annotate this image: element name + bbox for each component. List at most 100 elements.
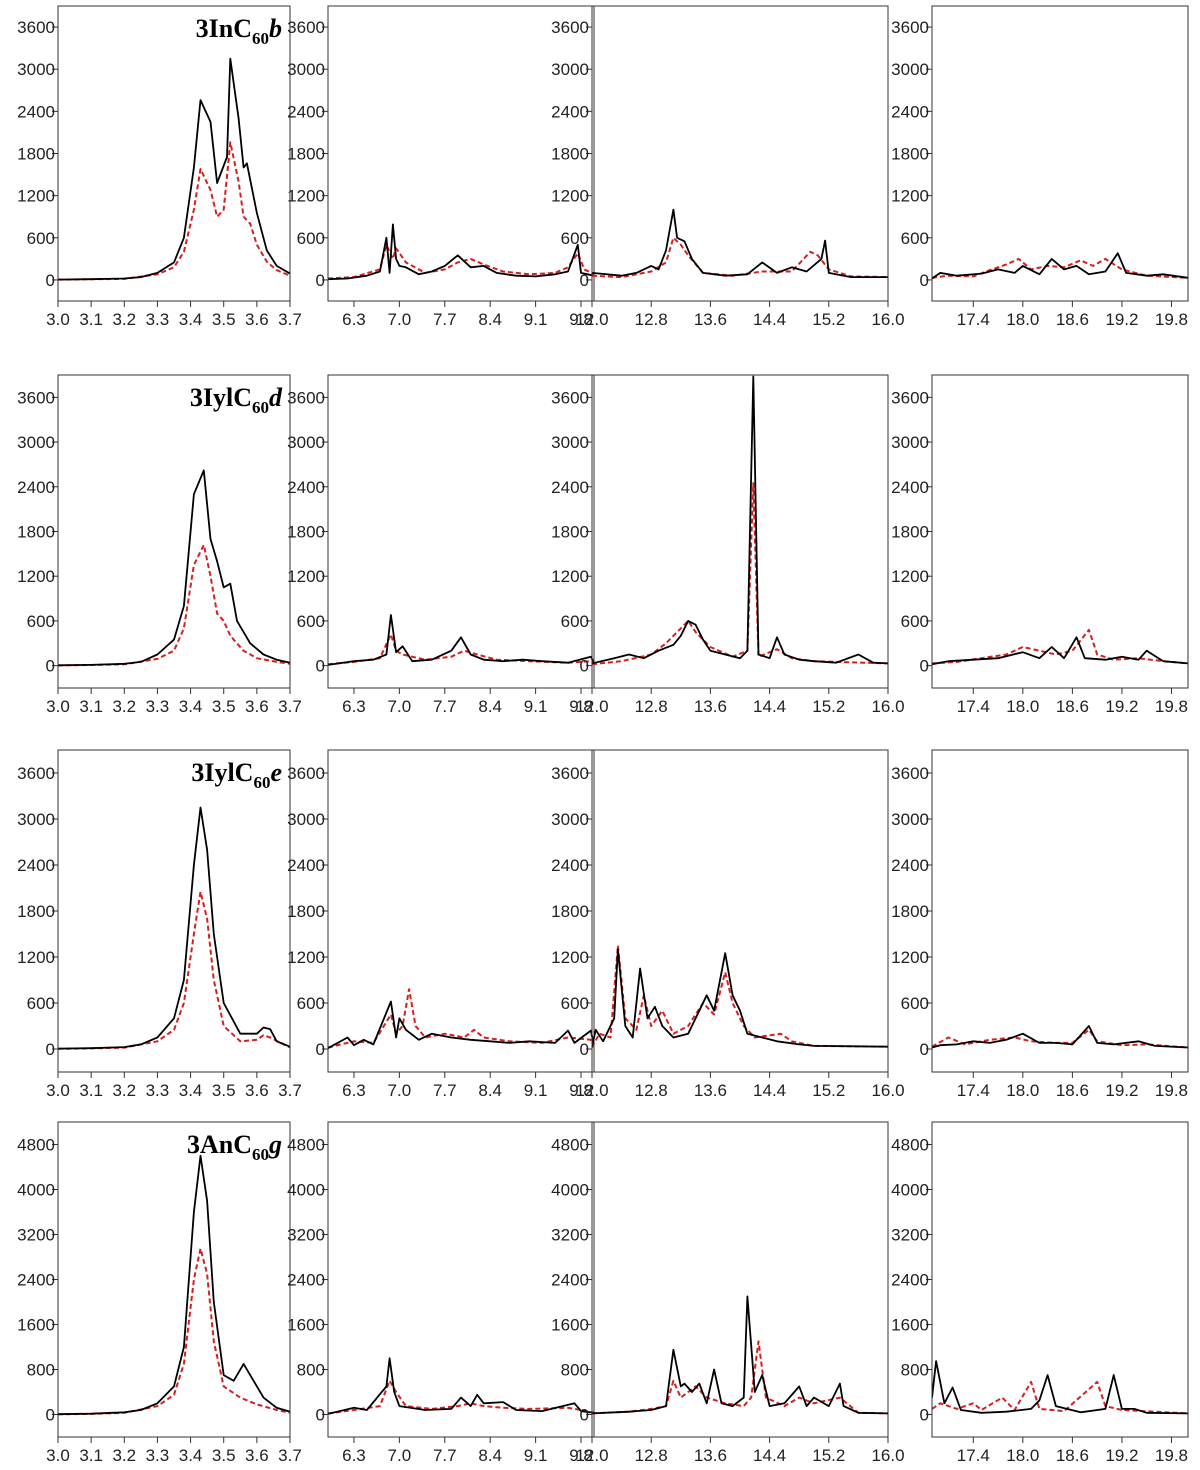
series-solid-line	[58, 1154, 290, 1416]
y-tick-label: 4800	[287, 1136, 325, 1155]
x-tick-label: 18.6	[1056, 310, 1089, 329]
axes-frame	[591, 5, 889, 302]
x-tick-label: 9.8	[569, 1081, 593, 1100]
y-tick-label: 600	[27, 612, 55, 631]
panel-r4-c3: 0 800 1600 2400 3200 4000 4800 12.0 12.8 13.6 14.4…	[551, 1121, 905, 1465]
x-tick-label: 12.8	[635, 697, 668, 716]
x-tick-label: 3.6	[245, 1081, 269, 1100]
y-tick-label: 3000	[287, 60, 325, 79]
y-tick-label: 1600	[287, 1316, 325, 1335]
y-tick-label: 4800	[891, 1136, 929, 1155]
x-tick-label: 9.8	[569, 697, 593, 716]
x-tick-label: 12.0	[575, 1081, 608, 1100]
x-tick-label: 16.0	[871, 310, 904, 329]
x-tick-label: 3.5	[212, 1446, 236, 1465]
y-tick-label: 0	[46, 271, 55, 290]
x-tick-label: 14.4	[753, 1446, 786, 1465]
axes-frame	[591, 1121, 889, 1438]
title-subscript: 60	[252, 1145, 269, 1164]
x-tick-label: 18.6	[1056, 1081, 1089, 1100]
title-suffix: b	[269, 14, 282, 43]
panel-r2-c1: 0 600 1200 1800 2400 3000 3600 3.0 3.1 3.2 3.3 3.4 3…	[17, 374, 302, 716]
x-tick-label: 3.2	[112, 1446, 136, 1465]
y-tick-label: 1800	[551, 145, 589, 164]
x-tick-label: 19.2	[1105, 310, 1138, 329]
y-tick-label: 0	[580, 271, 589, 290]
y-tick-label: 3000	[551, 433, 589, 452]
series-solid-line	[592, 1295, 888, 1415]
x-tick-label: 3.5	[212, 310, 236, 329]
series-dashed-line	[932, 1380, 1188, 1415]
y-tick-label: 1800	[891, 902, 929, 921]
axes-frame	[57, 1121, 291, 1438]
y-tick-label: 3600	[287, 18, 325, 37]
x-tick-label: 16.0	[871, 697, 904, 716]
series-solid-line	[932, 1025, 1188, 1049]
y-tick-label: 1800	[287, 145, 325, 164]
x-tick-label: 3.4	[179, 1081, 203, 1100]
x-tick-label: 15.2	[812, 1446, 845, 1465]
y-tick-label: 600	[297, 229, 325, 248]
y-tick-label: 0	[920, 1040, 929, 1059]
axes-frame	[591, 374, 889, 689]
panel-r2-c4: 0 600 1200 1800 2400 3000 3600 17.4 18.0 18.6 19.2…	[891, 374, 1189, 716]
x-tick-label: 3.7	[278, 697, 302, 716]
y-tick-label: 3600	[17, 18, 55, 37]
x-tick-label: 19.2	[1105, 697, 1138, 716]
series-solid-line	[328, 614, 594, 666]
x-tick-label: 19.8	[1155, 1081, 1188, 1100]
panel-r3-c1: 0 600 1200 1800 2400 3000 3600 3.0 3.1 3.2 3.3 3.4 3…	[17, 749, 302, 1100]
panel-r2-c3: 0 600 1200 1800 2400 3000 3600 12.0 12.8 13.6 14.4…	[551, 374, 905, 716]
x-tick-label: 15.2	[812, 697, 845, 716]
y-tick-label: 1200	[891, 187, 929, 206]
x-tick-label: 13.6	[694, 310, 727, 329]
y-tick-label: 600	[561, 229, 589, 248]
series-solid-line	[58, 806, 290, 1050]
series-solid-line	[58, 57, 290, 281]
axes-frame	[57, 5, 291, 302]
series-dashed-line	[328, 988, 594, 1049]
x-tick-label: 19.2	[1105, 1081, 1138, 1100]
title-main: 3IylC	[191, 758, 253, 787]
x-tick-label: 12.8	[635, 310, 668, 329]
title-suffix: e	[270, 758, 282, 787]
y-tick-label: 1600	[17, 1316, 55, 1335]
y-tick-label: 2400	[891, 1271, 929, 1290]
y-tick-label: 2400	[17, 478, 55, 497]
series-dashed-line	[592, 236, 888, 279]
y-tick-label: 800	[901, 1361, 929, 1380]
panel-r1-c3: 0 600 1200 1800 2400 3000 3600 12.0 12.8 13.6 14.4…	[551, 5, 905, 329]
y-tick-label: 2400	[551, 856, 589, 875]
x-tick-label: 6.3	[342, 1081, 366, 1100]
y-tick-label: 3600	[891, 18, 929, 37]
y-tick-label: 3600	[551, 388, 589, 407]
y-tick-label: 0	[580, 657, 589, 676]
x-tick-label: 19.2	[1105, 1446, 1138, 1465]
x-tick-label: 17.4	[957, 1446, 990, 1465]
y-tick-label: 1800	[17, 523, 55, 542]
y-tick-label: 1200	[287, 567, 325, 586]
x-tick-label: 3.0	[46, 697, 70, 716]
y-tick-label: 4000	[287, 1181, 325, 1200]
x-tick-label: 9.1	[524, 1446, 548, 1465]
y-tick-label: 3600	[17, 764, 55, 783]
x-tick-label: 9.8	[569, 1446, 593, 1465]
panel-title: 3IylC60e	[191, 758, 282, 792]
axes-frame	[931, 1121, 1189, 1438]
x-tick-label: 15.2	[812, 1081, 845, 1100]
x-tick-label: 3.2	[112, 1081, 136, 1100]
x-tick-label: 15.2	[812, 310, 845, 329]
y-tick-label: 3000	[17, 60, 55, 79]
x-tick-label: 3.3	[146, 1446, 170, 1465]
x-tick-label: 3.1	[79, 310, 103, 329]
y-tick-label: 600	[297, 612, 325, 631]
y-tick-label: 1600	[551, 1316, 589, 1335]
panel-r1-c2: 0 600 1200 1800 2400 3000 3600 6.3 7.0 7.7 8.4 9.1 9…	[287, 5, 595, 329]
x-tick-label: 3.3	[146, 1081, 170, 1100]
x-tick-label: 3.1	[79, 697, 103, 716]
y-tick-label: 2400	[287, 102, 325, 121]
x-tick-label: 3.3	[146, 310, 170, 329]
y-tick-label: 2400	[551, 478, 589, 497]
y-tick-label: 800	[27, 1361, 55, 1380]
